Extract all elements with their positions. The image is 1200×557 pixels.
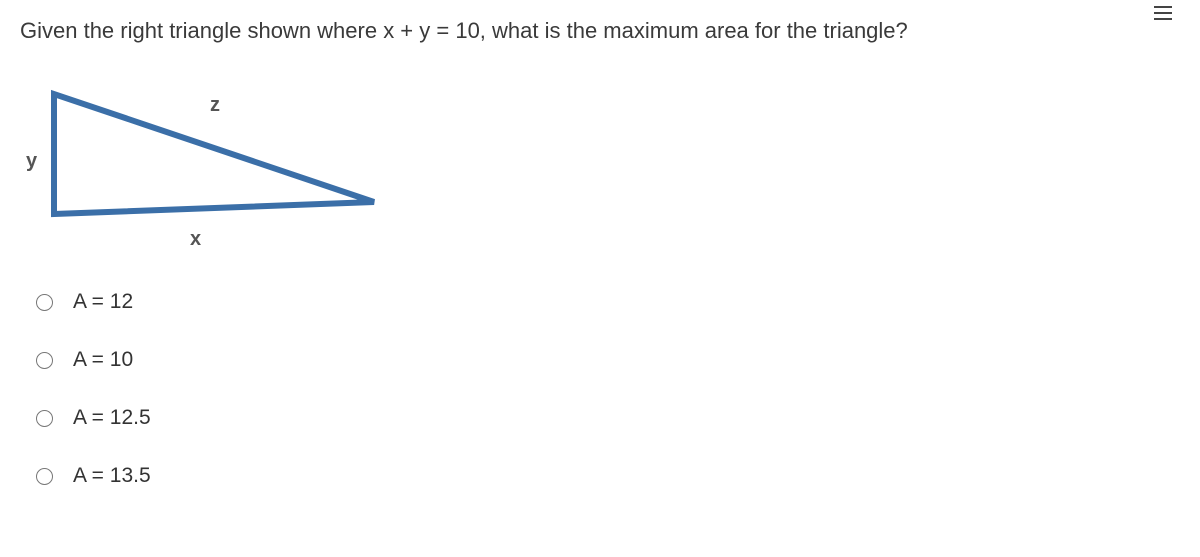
options-group: A = 12 A = 10 A = 12.5 A = 13.5 bbox=[36, 290, 151, 522]
menu-icon[interactable] bbox=[1154, 6, 1172, 20]
label-x: x bbox=[190, 228, 201, 251]
option-row[interactable]: A = 10 bbox=[36, 348, 151, 372]
option-label: A = 13.5 bbox=[73, 464, 151, 488]
radio-icon[interactable] bbox=[36, 410, 53, 427]
option-row[interactable]: A = 12.5 bbox=[36, 406, 151, 430]
option-label: A = 12.5 bbox=[73, 406, 151, 430]
triangle-diagram: y z x bbox=[20, 80, 400, 250]
option-row[interactable]: A = 12 bbox=[36, 290, 151, 314]
option-row[interactable]: A = 13.5 bbox=[36, 464, 151, 488]
radio-icon[interactable] bbox=[36, 294, 53, 311]
label-z: z bbox=[210, 94, 220, 117]
question-text: Given the right triangle shown where x +… bbox=[20, 18, 908, 44]
option-label: A = 10 bbox=[73, 348, 133, 372]
radio-icon[interactable] bbox=[36, 468, 53, 485]
radio-icon[interactable] bbox=[36, 352, 53, 369]
option-label: A = 12 bbox=[73, 290, 133, 314]
label-y: y bbox=[26, 150, 37, 173]
